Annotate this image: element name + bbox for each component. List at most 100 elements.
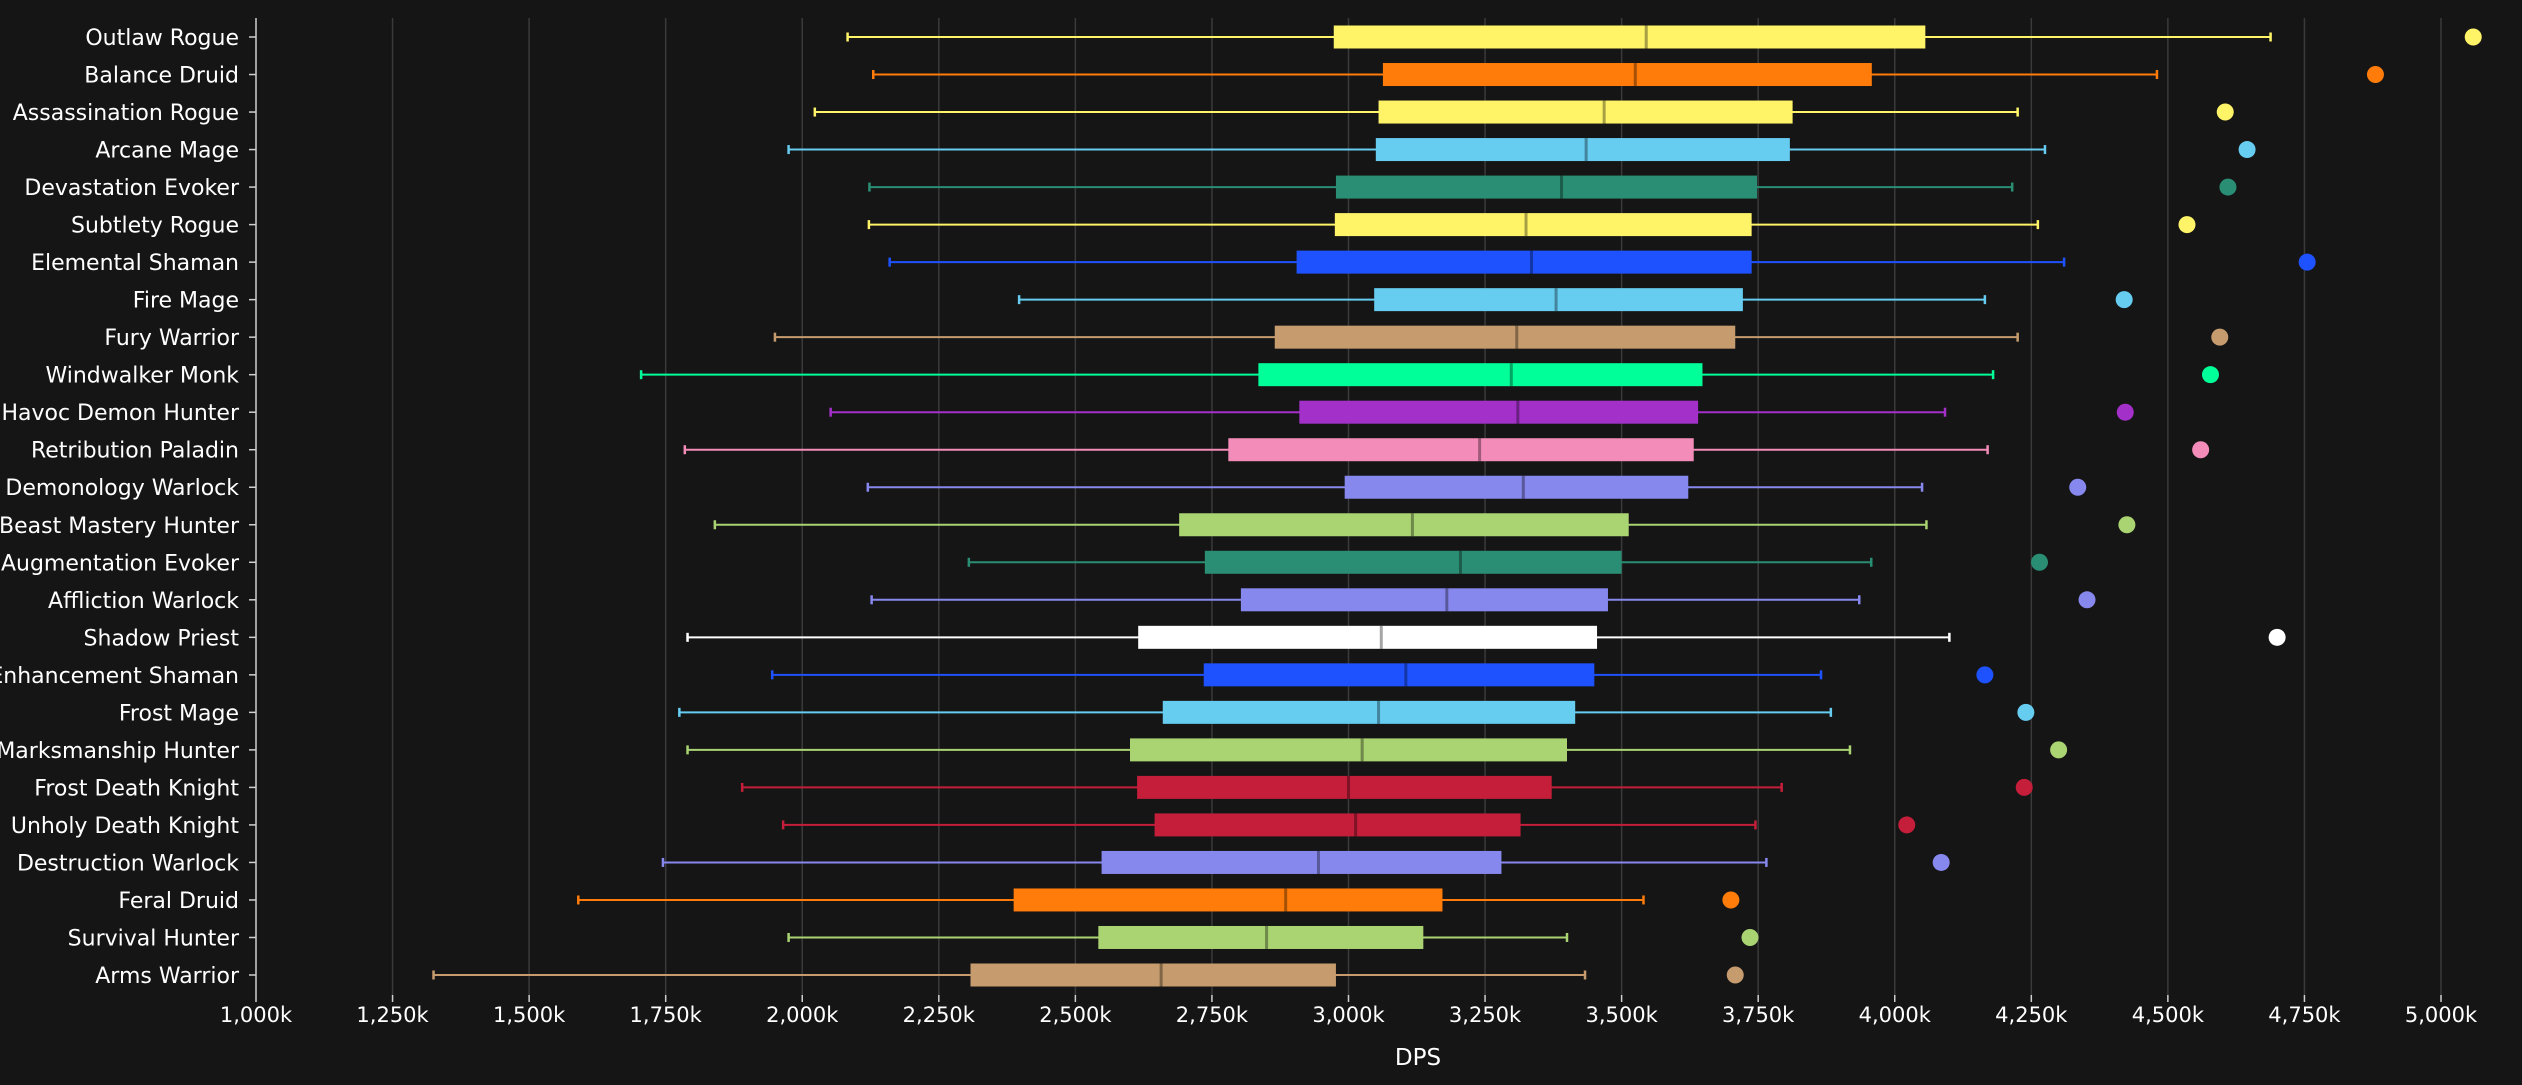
box-iqr: [1258, 363, 1703, 387]
category-label: Feral Druid: [118, 889, 239, 914]
box-iqr: [1378, 100, 1793, 124]
box-group: [686, 625, 2286, 649]
category-label: Outlaw Rogue: [85, 26, 239, 51]
outlier-dot: [2192, 441, 2210, 459]
box-group: [872, 63, 2384, 87]
category-label: Havoc Demon Hunter: [1, 401, 239, 426]
box-group: [770, 663, 1994, 687]
x-tick-label: 1,750k: [630, 1003, 703, 1027]
category-label: Demonology Warlock: [5, 476, 239, 501]
box-iqr: [1154, 813, 1521, 837]
x-tick-label: 5,000k: [2405, 1003, 2478, 1027]
outlier-dot: [1726, 966, 1744, 984]
box-iqr: [1138, 625, 1598, 649]
box-iqr: [1374, 288, 1743, 312]
box-iqr: [1179, 513, 1629, 537]
outlier-dot: [1722, 891, 1740, 909]
box-iqr: [1344, 475, 1689, 499]
outlier-dot: [2268, 628, 2286, 646]
box-iqr: [1204, 550, 1622, 574]
category-label: Augmentation Evoker: [1, 551, 240, 576]
category-label: Survival Hunter: [68, 926, 240, 951]
category-label: Frost Death Knight: [34, 776, 239, 801]
outlier-dot: [1976, 666, 1994, 684]
box-group: [846, 25, 2482, 49]
outlier-dot: [2464, 28, 2482, 46]
x-tick-label: 4,000k: [1859, 1003, 1932, 1027]
box-group: [577, 888, 1740, 912]
category-label: Affliction Warlock: [48, 589, 239, 614]
category-label: Shadow Priest: [84, 626, 240, 651]
outlier-dot: [2219, 178, 2237, 196]
outlier-dot: [1898, 816, 1916, 834]
outlier-dot: [1741, 928, 1759, 946]
outlier-dot: [2118, 516, 2136, 534]
category-label: Assassination Rogue: [13, 101, 239, 126]
x-tick-label: 2,000k: [766, 1003, 839, 1027]
x-tick-label: 1,000k: [220, 1003, 293, 1027]
outlier-dot: [2017, 703, 2035, 721]
box-group: [740, 775, 2033, 799]
category-label: Destruction Warlock: [17, 851, 239, 876]
box-iqr: [1098, 925, 1424, 949]
outlier-dot: [2116, 403, 2134, 421]
x-tick-label: 2,250k: [903, 1003, 976, 1027]
grid-lines: [391, 18, 2442, 995]
box-group: [868, 175, 2237, 199]
category-label: Marksmanship Hunter: [0, 739, 240, 764]
box-group: [787, 138, 2256, 162]
x-tick-label: 3,500k: [1585, 1003, 1658, 1027]
category-label: Arms Warrior: [95, 964, 240, 989]
x-tick-label: 2,500k: [1039, 1003, 1112, 1027]
box-iqr: [1228, 438, 1694, 462]
category-label: Balance Druid: [84, 64, 239, 89]
box-iqr: [1333, 25, 1926, 49]
box-group: [787, 925, 1759, 949]
outlier-dot: [2216, 103, 2234, 121]
x-tick-label: 4,500k: [2132, 1003, 2205, 1027]
category-label: Retribution Paladin: [31, 439, 239, 464]
box-group: [867, 213, 2196, 237]
outlier-dot: [2366, 66, 2384, 84]
outlier-dot: [2050, 741, 2068, 759]
box-group: [1017, 288, 2133, 312]
x-axis-title: DPS: [1395, 1045, 1441, 1071]
outlier-dot: [2238, 141, 2256, 159]
category-label: Subtlety Rogue: [71, 214, 239, 239]
box-group: [661, 850, 1950, 874]
box-group: [639, 363, 2219, 387]
box-group: [713, 513, 2136, 537]
x-tick-label: 1,250k: [356, 1003, 429, 1027]
box-group: [888, 250, 2316, 274]
x-tick-label: 1,500k: [493, 1003, 566, 1027]
x-tick-label: 3,000k: [1312, 1003, 1385, 1027]
box-group: [967, 550, 2049, 574]
box-iqr: [1274, 325, 1736, 349]
outlier-dot: [2031, 553, 2049, 571]
x-tick-label: 4,750k: [2268, 1003, 2341, 1027]
category-label: Enhancement Shaman: [0, 664, 239, 689]
box-iqr: [1130, 738, 1567, 762]
box-iqr: [970, 963, 1336, 987]
box-iqr: [1203, 663, 1595, 687]
box-iqr: [1013, 888, 1443, 912]
box-iqr: [1382, 63, 1872, 87]
box-iqr: [1299, 400, 1699, 424]
box-group: [678, 700, 2035, 724]
category-label: Beast Mastery Hunter: [0, 514, 240, 539]
outlier-dot: [2298, 253, 2316, 271]
x-tick-labels: 1,000k 1,250k 1,500k 1,750k 2,000k 2,250k 2,50…: [220, 995, 2478, 1027]
outlier-dot: [2201, 366, 2219, 384]
outlier-dot: [2178, 216, 2196, 234]
box-group: [773, 325, 2229, 349]
box-group: [813, 100, 2234, 124]
box-iqr: [1334, 213, 1752, 237]
box-group: [683, 438, 2210, 462]
outlier-dot: [1932, 853, 1950, 871]
box-iqr: [1101, 850, 1502, 874]
y-axis-line: [249, 18, 257, 995]
box-group: [686, 738, 2068, 762]
box-iqr: [1162, 700, 1576, 724]
box-group: [781, 813, 1916, 837]
